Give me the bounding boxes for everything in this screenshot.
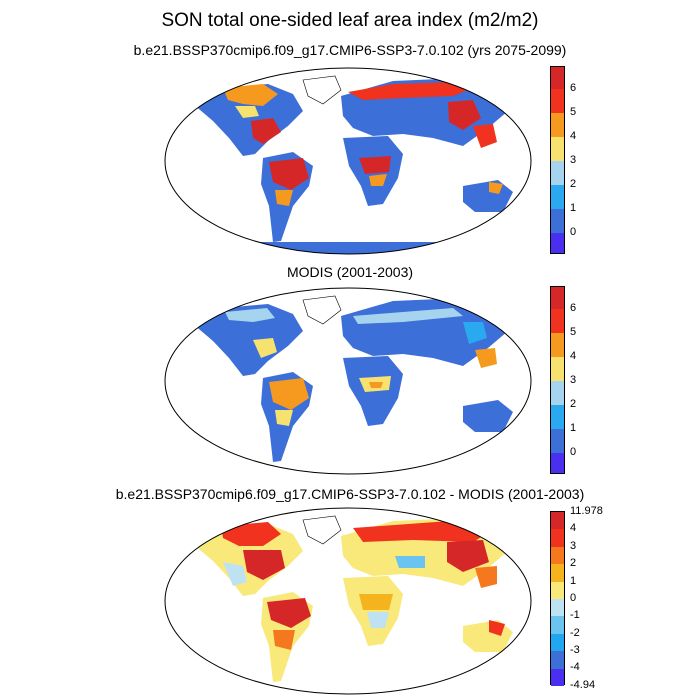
colorbar-label: 0 [570,226,577,238]
map-panel-1 [164,67,532,255]
colorbar-label: 2 [570,557,577,569]
colorbar-label: 6 [570,302,577,314]
panel-2-title: MODIS (2001-2003) [286,264,414,280]
colorbar-swatches [550,66,565,254]
panel-3-title: b.e21.BSSP370cmip6.f09_g17.CMIP6-SSP3-7.… [115,486,585,502]
colorbar-label: -2 [570,627,580,639]
colorbar-label: 1 [570,202,577,214]
colorbar-label: 3 [570,374,577,386]
colorbar-label: 4 [570,350,577,362]
colorbar-label: 4 [570,522,577,534]
colorbar-label: 1 [570,575,577,587]
colorbar-label: 5 [570,106,577,118]
colorbar-label: 0 [570,446,577,458]
colorbar-label: 3 [570,540,577,552]
colorbar-label: 2 [570,398,577,410]
map-panel-2 [164,287,532,475]
colorbar-label: 2 [570,178,577,190]
colorbar-label: -4.94 [570,679,596,691]
colorbar-label: 6 [570,82,577,94]
colorbar-label: -4 [570,661,580,673]
colorbar-label: 11.978 [570,505,603,517]
colorbar-label: 1 [570,422,577,434]
colorbar-label: -3 [570,644,580,656]
colorbar-label: 5 [570,326,577,338]
figure-title: SON total one-sided leaf area index (m2/… [161,10,539,31]
panel-1-title: b.e21.BSSP370cmip6.f09_g17.CMIP6-SSP3-7.… [133,42,567,58]
colorbar-label: 3 [570,154,577,166]
colorbar-swatches [550,511,565,686]
colorbar-label: 4 [570,130,577,142]
colorbar-swatches [550,286,565,474]
colorbar-label: -1 [570,609,580,621]
map-panel-3 [164,507,532,695]
colorbar-label: 0 [570,592,577,604]
